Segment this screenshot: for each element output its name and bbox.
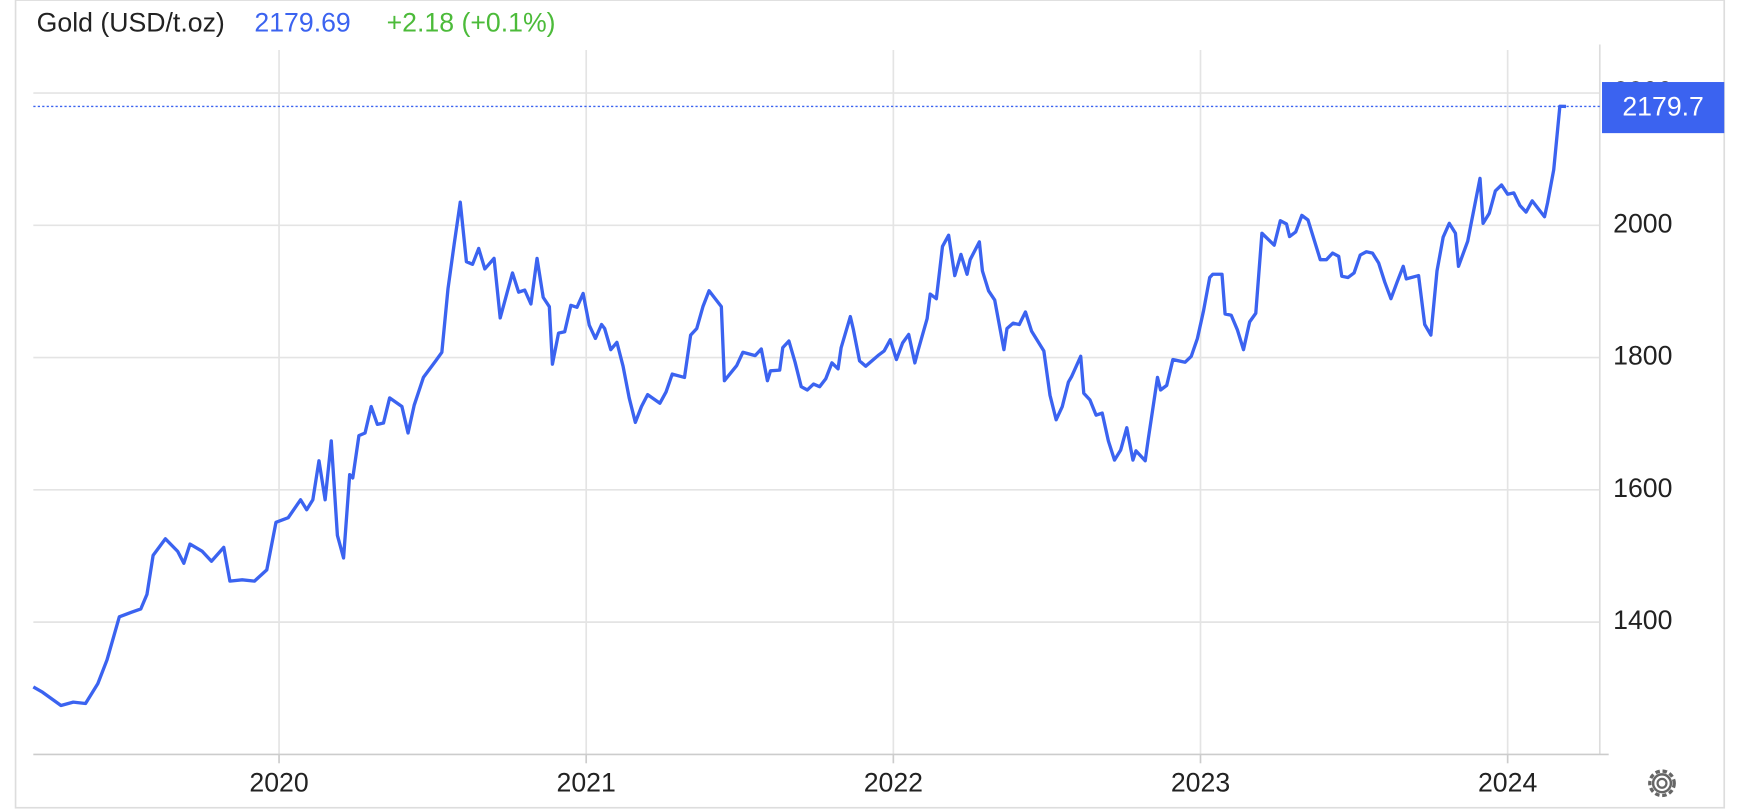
- y-tick-label: 1600: [1613, 473, 1672, 503]
- last-price-badge: [1602, 82, 1725, 134]
- y-tick-label: 1400: [1613, 605, 1672, 635]
- price-line: [32, 104, 1567, 708]
- change: +2.18 (+0.1%): [387, 8, 556, 38]
- x-tick-label: 2020: [249, 767, 308, 797]
- settings-icon[interactable]: [1648, 769, 1676, 798]
- last-price-label: 2179.7: [1622, 92, 1704, 122]
- x-tick-label: 2022: [864, 767, 923, 797]
- grid: [33, 50, 1600, 755]
- x-tick-label: 2023: [1171, 767, 1230, 797]
- x-tick-label: 2021: [557, 767, 616, 797]
- instrument-name: Gold (USD/t.oz): [37, 8, 225, 38]
- y-tick-label: 2000: [1613, 208, 1672, 238]
- x-tick-label: 2024: [1478, 767, 1537, 797]
- frame: [14, 0, 1726, 809]
- price: 2179.69: [254, 8, 350, 38]
- y-tick-label: 1800: [1613, 341, 1672, 371]
